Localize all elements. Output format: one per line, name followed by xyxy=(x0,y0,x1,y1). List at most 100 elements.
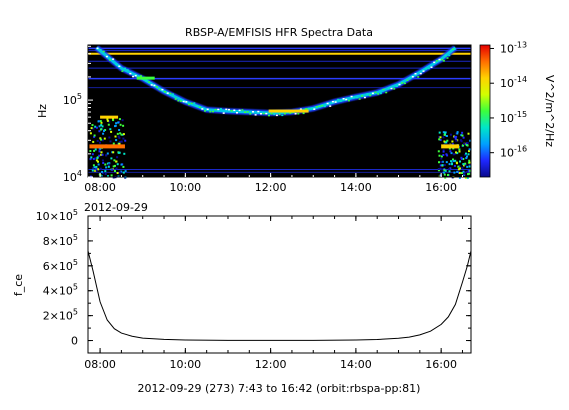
burst-pixel xyxy=(104,170,107,173)
emission-speckle xyxy=(275,114,278,117)
emission-speckle xyxy=(132,75,135,78)
burst-pixel xyxy=(99,147,102,150)
burst-pixel xyxy=(439,136,442,139)
burst-pixel xyxy=(107,175,109,178)
top-x-date-label: 2012-09-29 xyxy=(84,201,148,214)
burst-pixel xyxy=(450,160,452,163)
burst-pixel xyxy=(459,160,461,163)
burst-pixel xyxy=(98,154,101,157)
emission-speckle xyxy=(190,102,193,105)
emission-speckle xyxy=(422,70,425,72)
burst-pixel xyxy=(97,163,100,166)
burst-pixel xyxy=(443,140,446,143)
burst-pixel xyxy=(457,168,460,171)
emission-speckle xyxy=(180,100,182,102)
burst-pixel xyxy=(94,148,97,151)
burst-pixel xyxy=(466,142,469,145)
spectrogram-xtick-label: 14:00 xyxy=(340,181,372,194)
spectrogram-xtick-label: 12:00 xyxy=(255,181,287,194)
emission-speckle xyxy=(382,88,385,91)
burst-pixel xyxy=(117,121,120,124)
emission-speckle xyxy=(196,105,198,107)
burst-pixel xyxy=(99,167,102,170)
burst-pixel xyxy=(455,139,458,142)
emission-speckle xyxy=(109,59,111,61)
burst-pixel xyxy=(456,132,459,135)
burst-pixel xyxy=(95,168,98,171)
burst-pixel xyxy=(106,119,109,122)
fce-panel: 08:00 10:00 12:00 14:00 16:00 0 2×105 4×105 6×10… xyxy=(12,208,472,371)
burst-pixel xyxy=(453,136,456,139)
emission-speckle xyxy=(118,65,121,67)
burst-pixel xyxy=(462,170,465,173)
burst-pixel xyxy=(112,119,115,122)
burst-pixel xyxy=(455,135,458,138)
burst-pixel xyxy=(437,169,440,172)
burst-pixel xyxy=(93,134,96,137)
burst-pixel xyxy=(437,168,440,170)
emission-speckle xyxy=(222,112,225,114)
burst-pixel xyxy=(94,169,97,172)
emission-speckle xyxy=(236,112,238,114)
emission-speckle xyxy=(268,114,270,117)
burst-pixel xyxy=(456,131,459,134)
burst-pixel xyxy=(443,133,446,136)
burst-pixel xyxy=(469,169,472,172)
emission-speckle xyxy=(257,110,260,113)
burst-pixel xyxy=(119,171,122,174)
emission-speckle xyxy=(286,111,289,114)
burst-pixel xyxy=(441,164,444,167)
burst-pixel xyxy=(99,120,102,123)
spectrogram-ytick-label: 104 xyxy=(63,169,82,184)
burst-pixel xyxy=(443,164,446,166)
burst-pixel xyxy=(90,156,93,159)
burst-pixel xyxy=(104,163,107,166)
burst-pixel xyxy=(453,171,456,174)
spectrogram-ytick-label: 105 xyxy=(63,92,82,107)
burst-pixel xyxy=(448,170,451,173)
emission-speckle xyxy=(164,91,166,93)
burst-pixel xyxy=(466,165,469,168)
burst-pixel xyxy=(116,163,119,166)
burst-pixel xyxy=(102,162,105,164)
emission-speckle xyxy=(148,81,150,83)
emission-speckle xyxy=(126,69,129,71)
emission-speckle xyxy=(313,108,316,110)
burst-pixel xyxy=(441,160,444,163)
burst-pixel xyxy=(466,155,468,158)
emission-speckle xyxy=(435,60,438,62)
emission-speckle xyxy=(212,110,214,113)
emission-speckle xyxy=(347,99,350,102)
emission-speckle xyxy=(377,93,380,95)
burst-pixel xyxy=(460,157,463,160)
emission-speckle xyxy=(342,98,345,100)
burst-pixel xyxy=(93,149,96,152)
burst-pixel xyxy=(103,129,105,132)
emission-speckle xyxy=(326,102,329,105)
burst-pixel xyxy=(93,166,96,169)
fce-ytick-label: 6×105 xyxy=(43,258,78,273)
burst-pixel xyxy=(124,170,127,173)
burst-pixel xyxy=(461,134,464,137)
burst-pixel xyxy=(467,132,470,135)
emission-speckle xyxy=(260,113,262,115)
emission-speckle xyxy=(374,91,377,93)
burst-pixel xyxy=(93,135,96,138)
emission-speckle xyxy=(334,101,337,103)
emission-speckle xyxy=(169,92,172,95)
burst-pixel xyxy=(119,132,122,135)
emission-speckle xyxy=(302,112,305,115)
burst-pixel xyxy=(108,136,111,139)
emission-blob xyxy=(136,76,155,80)
emission-speckle xyxy=(390,87,393,90)
emission-speckle xyxy=(446,57,449,59)
emission-speckle xyxy=(331,100,334,103)
emission-speckle xyxy=(140,75,142,77)
burst-pixel xyxy=(464,162,467,165)
burst-pixel xyxy=(118,142,121,145)
burst-pixel xyxy=(440,161,443,163)
fce-ytick-label: 4×105 xyxy=(43,283,78,298)
burst-pixel xyxy=(468,148,471,151)
burst-pixel xyxy=(118,136,121,139)
emission-speckle xyxy=(441,58,444,61)
